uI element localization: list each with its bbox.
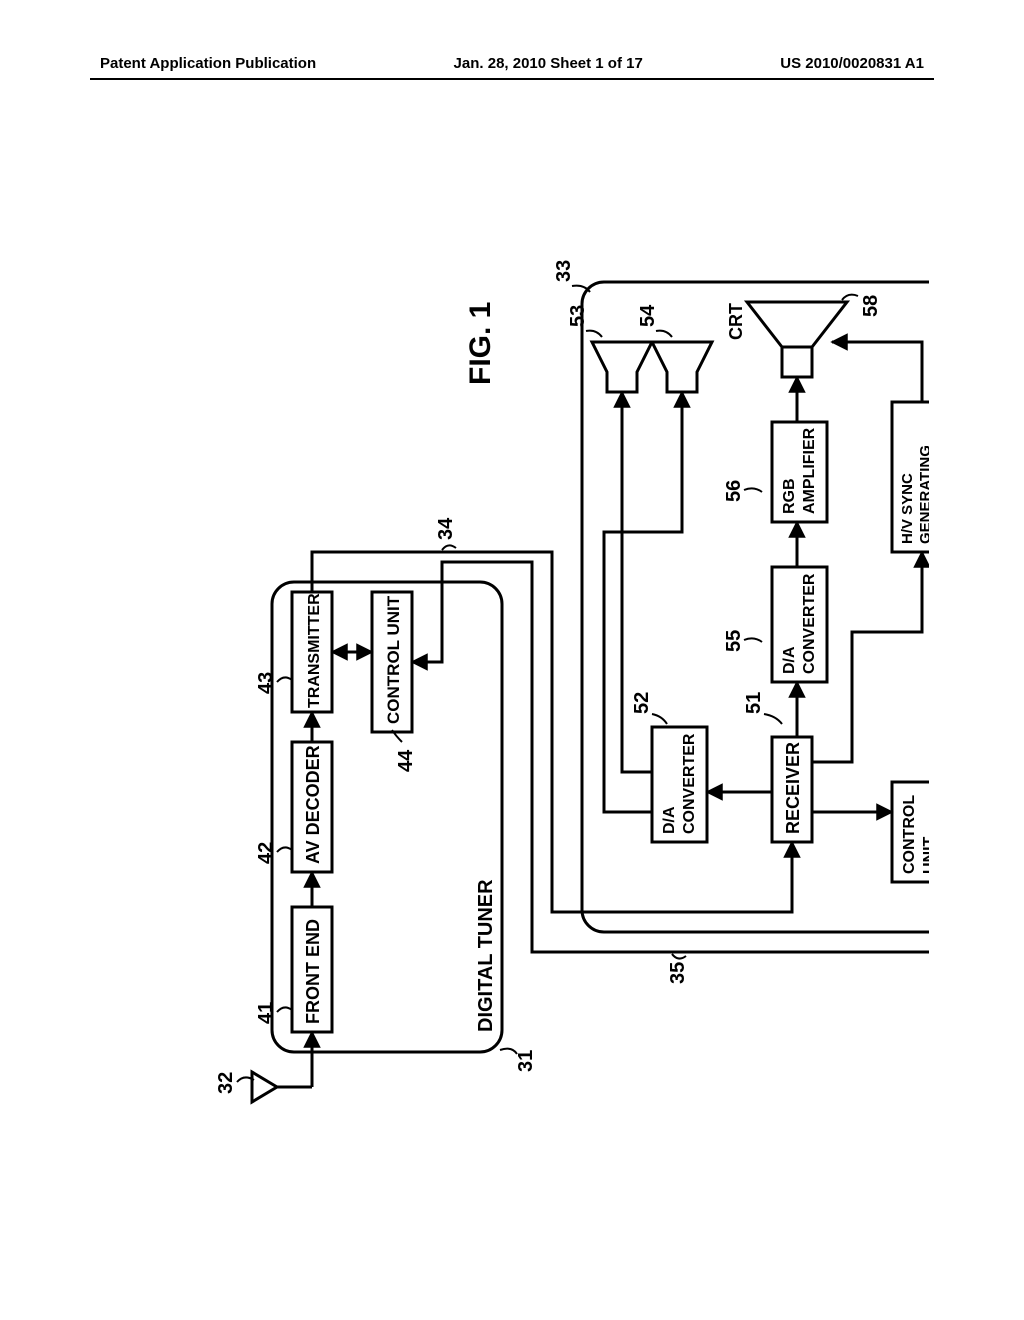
transmitter-label: TRANSMITTER xyxy=(306,593,323,708)
hv-label1: H/V SYNC xyxy=(899,473,916,544)
edge-daaudio-spk1 xyxy=(622,392,652,772)
header-center: Jan. 28, 2010 Sheet 1 of 17 xyxy=(454,55,643,72)
da-v-label1: D/A xyxy=(781,646,798,674)
ref-33: 33 xyxy=(553,260,575,282)
ctrl-m-label2: UNIT xyxy=(921,836,929,874)
crt-icon xyxy=(747,302,847,377)
edge-daaudio-spk2 xyxy=(604,392,682,812)
header-rule xyxy=(90,78,934,80)
ref-35: 35 xyxy=(667,962,689,984)
front-end-label: FRONT END xyxy=(303,919,323,1024)
ref-55: 55 xyxy=(723,630,745,652)
monitor-box xyxy=(582,282,929,932)
edge-hvsync-crt xyxy=(832,342,922,402)
tuner-control-unit-label: CONTROL UNIT xyxy=(384,595,403,724)
ref-43: 43 xyxy=(255,672,277,694)
ref-41: 41 xyxy=(255,1002,277,1024)
receiver-label: RECEIVER xyxy=(783,742,803,834)
av-decoder-label: AV DECODER xyxy=(303,745,323,864)
ref-44: 44 xyxy=(395,749,417,772)
da-a-label1: D/A xyxy=(661,806,678,834)
ref-58: 58 xyxy=(860,295,882,317)
speaker-top-icon xyxy=(592,342,652,392)
header-right: US 2010/0020831 A1 xyxy=(780,55,924,72)
header-left: Patent Application Publication xyxy=(100,55,316,72)
figure-1: FIG. 1 32 DIGITAL TUNER 31 FRONT END 41 … xyxy=(95,155,929,1235)
da-a-label2: CONVERTER xyxy=(681,733,698,834)
digital-tuner-label: DIGITAL TUNER xyxy=(475,879,497,1032)
ref-31: 31 xyxy=(515,1050,537,1072)
antenna-icon xyxy=(252,1072,312,1102)
ref-52: 52 xyxy=(631,692,653,714)
ctrl-m-label1: CONTROL xyxy=(901,795,918,874)
da-v-label2: CONVERTER xyxy=(801,573,818,674)
ref-42: 42 xyxy=(255,842,277,864)
page-header: Patent Application Publication Jan. 28, … xyxy=(0,55,1024,72)
rgb-label1: RGB xyxy=(781,478,798,514)
ref-53: 53 xyxy=(567,305,589,327)
ref-56: 56 xyxy=(723,480,745,502)
hv-label2: GENERATING xyxy=(917,445,929,544)
speaker-bottom-icon xyxy=(652,342,712,392)
ref-51: 51 xyxy=(743,692,765,714)
diagram-group: 32 DIGITAL TUNER 31 FRONT END 41 AV DECO… xyxy=(215,260,929,1102)
ref-34: 34 xyxy=(435,517,457,540)
ref-32: 32 xyxy=(215,1072,237,1094)
ref-54: 54 xyxy=(637,304,659,327)
rgb-label2: AMPLIFIER xyxy=(801,427,818,514)
crt-label: CRT xyxy=(726,303,746,340)
figure-title: FIG. 1 xyxy=(464,302,497,385)
